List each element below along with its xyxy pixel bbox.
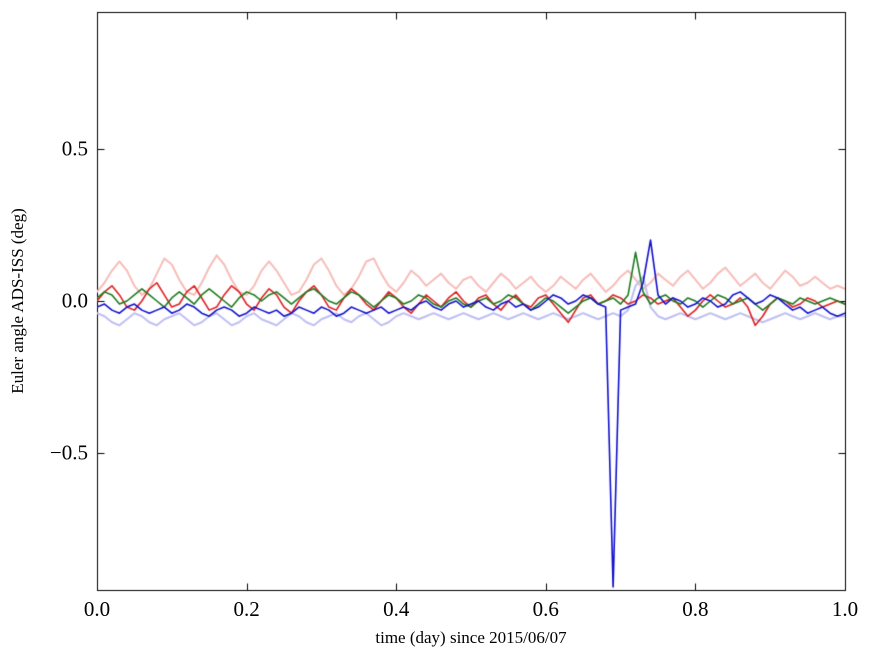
x-tick-label: 0.2	[233, 597, 260, 621]
x-tick-label: 0.8	[682, 597, 709, 621]
x-axis-label: time (day) since 2015/06/07	[375, 628, 567, 647]
x-tick-label: 0.4	[383, 597, 410, 621]
y-axis-label: Euler angle ADS-ISS (deg)	[8, 208, 27, 394]
y-tick-label: −0.5	[49, 440, 88, 465]
x-tick-label: 0.0	[83, 597, 111, 621]
y-tick-label: 0.5	[61, 136, 88, 161]
y-tick-label: 0.0	[61, 288, 88, 313]
x-tick-label: 1.0	[831, 597, 859, 621]
x-tick-label: 0.6	[532, 597, 559, 621]
